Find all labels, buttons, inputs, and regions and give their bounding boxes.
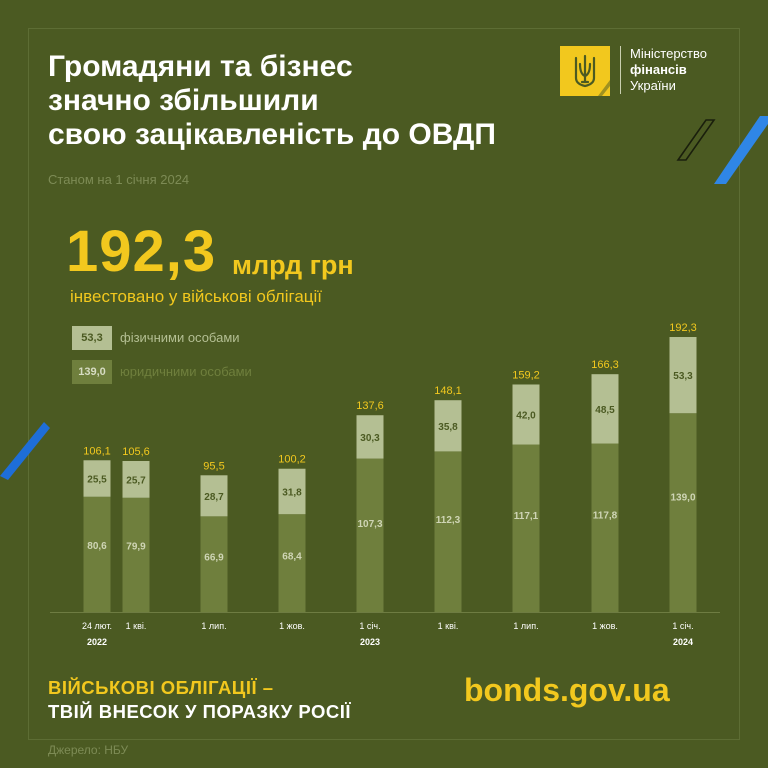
data-label-individuals: 53,3	[673, 371, 693, 382]
trident-icon	[560, 46, 610, 96]
ministry-line: фінансів	[630, 62, 687, 77]
bar-legal-entities	[278, 514, 306, 612]
bar-individuals	[356, 415, 384, 459]
bar-individuals	[122, 460, 150, 498]
data-label-individuals: 48,5	[595, 405, 615, 416]
card-frame	[28, 28, 740, 740]
x-tick-label: 1 кві.	[438, 621, 459, 631]
data-label-total: 106,1	[83, 445, 111, 457]
x-tick-label: 1 січ.	[359, 621, 380, 631]
title-line: Громадяни та бізнес	[48, 50, 353, 83]
data-label-total: 100,2	[278, 454, 306, 466]
data-label-individuals: 31,8	[282, 487, 302, 498]
bar-legal-entities	[669, 413, 697, 612]
data-label-total: 159,2	[512, 369, 540, 381]
data-label-total: 95,5	[203, 460, 224, 472]
data-label-individuals: 25,5	[87, 475, 107, 486]
x-tick-label: 24 лют.	[82, 621, 112, 631]
bar-legal-entities	[83, 496, 111, 612]
logo-divider	[620, 46, 621, 94]
outline-stripe	[676, 119, 716, 161]
x-year-label: 2022	[87, 637, 107, 647]
data-label-legal: 68,4	[282, 551, 302, 562]
legend-label-legal: юридичними особами	[120, 364, 252, 379]
bar-individuals	[200, 475, 228, 517]
bar-individuals	[669, 337, 697, 414]
data-label-legal: 80,6	[87, 541, 107, 552]
bar-legal-entities	[122, 497, 150, 612]
bar-individuals	[278, 468, 306, 515]
data-label-legal: 117,8	[593, 510, 618, 521]
data-label-individuals: 42,0	[516, 411, 536, 422]
x-tick-label: 1 кві.	[126, 621, 147, 631]
x-tick-label: 1 січ.	[672, 621, 693, 631]
bar-legal-entities	[512, 444, 540, 612]
bar-legal-entities	[591, 443, 619, 612]
blue-stripe-left	[0, 422, 50, 480]
website-link[interactable]: bonds.gov.ua	[464, 672, 670, 708]
bar-individuals	[591, 374, 619, 444]
slogan-line: ТВІЙ ВНЕСОК У ПОРАЗКУ РОСІЇ	[48, 701, 352, 722]
ministry-line: України	[630, 78, 676, 93]
as-of-date: Станом на 1 січня 2024	[48, 172, 190, 187]
data-label-individuals: 25,7	[126, 475, 146, 486]
bar-individuals	[434, 400, 462, 452]
total-amount: 192,3	[66, 219, 217, 284]
data-label-total: 148,1	[434, 385, 462, 397]
data-label-individuals: 35,8	[438, 422, 458, 433]
total-unit: млрд грн	[232, 250, 354, 280]
bar-legal-entities	[356, 458, 384, 612]
title-line: свою зацікавленість до ОВДП	[48, 118, 496, 151]
x-year-label: 2024	[673, 637, 693, 647]
page-title: Громадяни та бізнес значно збільшили сво…	[48, 50, 608, 152]
data-label-total: 166,3	[591, 359, 619, 371]
blue-stripe-right	[714, 116, 768, 184]
data-label-legal: 117,1	[514, 511, 539, 522]
data-label-individuals: 28,7	[204, 492, 224, 503]
x-tick-label: 1 лип.	[513, 621, 538, 631]
invested-caption: інвестовано у військові облігації	[70, 287, 323, 306]
data-label-legal: 66,9	[204, 553, 224, 564]
bar-legal-entities	[200, 516, 228, 612]
data-label-legal: 79,9	[126, 542, 146, 553]
title-line: значно збільшили	[48, 84, 319, 117]
legend-swatch-individuals: 53,3	[72, 326, 112, 350]
legend-label-individuals: фізичними особами	[120, 330, 240, 345]
x-year-label: 2023	[360, 637, 380, 647]
source-note: Джерело: НБУ	[48, 743, 129, 757]
x-tick-label: 1 жов.	[279, 621, 305, 631]
ministry-line: Міністерство	[630, 46, 707, 61]
ministry-logo	[560, 46, 610, 96]
slogan: ВІЙСЬКОВІ ОБЛІГАЦІЇ – ТВІЙ ВНЕСОК У ПОРА…	[48, 676, 351, 724]
data-label-legal: 112,3	[436, 515, 461, 526]
x-tick-label: 1 жов.	[592, 621, 618, 631]
bar-individuals	[83, 460, 111, 497]
data-label-total: 137,6	[356, 400, 384, 412]
legend-swatch-legal: 139,0	[72, 360, 112, 384]
bar-individuals	[512, 384, 540, 445]
data-label-legal: 139,0	[670, 493, 695, 504]
ministry-name: Міністерство фінансів України	[630, 46, 707, 94]
x-tick-label: 1 лип.	[201, 621, 226, 631]
data-label-total: 192,3	[669, 322, 697, 334]
slogan-line: ВІЙСЬКОВІ ОБЛІГАЦІЇ –	[48, 677, 274, 698]
data-label-total: 105,6	[122, 446, 150, 458]
data-label-legal: 107,3	[357, 519, 382, 530]
bar-legal-entities	[434, 451, 462, 612]
data-label-individuals: 30,3	[360, 433, 380, 444]
